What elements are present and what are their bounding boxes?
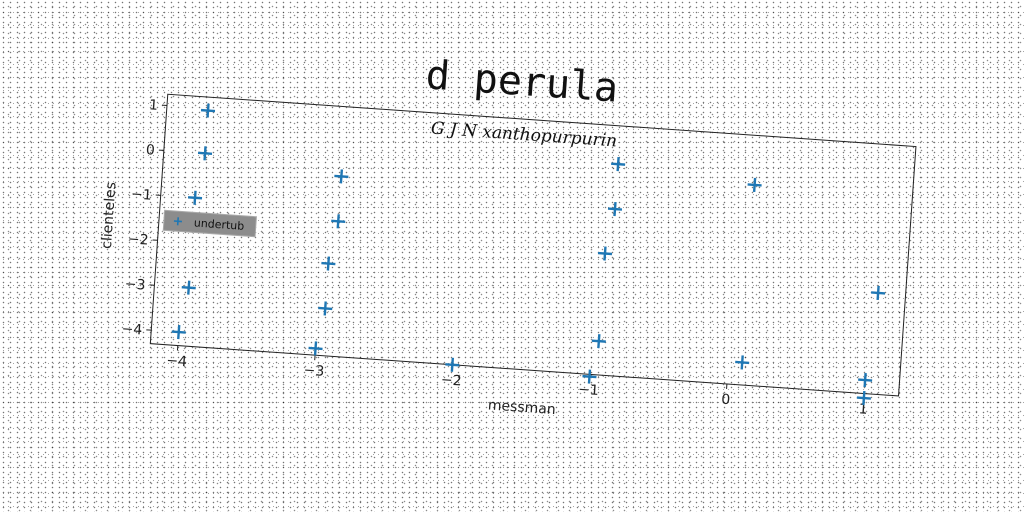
data-point-14: [591, 334, 606, 349]
data-point-12: [607, 201, 623, 217]
data-point-13: [597, 246, 613, 261]
x-tick-label-0: −4: [166, 353, 188, 370]
data-point-15: [582, 369, 597, 384]
x-axis-label: messman: [487, 397, 556, 418]
y-tick-label-0: 1: [148, 97, 158, 114]
data-point-20: [856, 390, 871, 406]
data-point-10: [445, 357, 460, 372]
legend: undertub: [162, 209, 257, 238]
data-point-8: [318, 301, 333, 316]
x-tick-label-2: −2: [440, 372, 462, 389]
data-point-0: [200, 103, 216, 118]
y-tick-label-4: −3: [124, 276, 146, 293]
x-tick-label-4: 0: [721, 392, 731, 409]
data-point-1: [197, 146, 213, 161]
data-point-7: [321, 256, 336, 271]
y-axis-label: clienteles: [99, 182, 120, 250]
y-axis-ticks: 1 0 −1 −2 −3 −4: [121, 97, 168, 339]
data-point-4: [171, 325, 186, 340]
data-point-9: [308, 341, 323, 356]
x-tick-label-1: −3: [303, 362, 325, 379]
data-point-2: [187, 190, 203, 205]
plot-area: [149, 93, 917, 397]
data-point-17: [735, 355, 750, 370]
data-point-11: [611, 157, 626, 172]
data-point-3: [181, 280, 196, 295]
x-tick-label-5: 1: [858, 401, 868, 418]
chart-title: d perula: [424, 52, 619, 111]
data-point-5: [334, 169, 349, 184]
data-point-16: [747, 177, 762, 193]
y-tick-label-3: −2: [127, 231, 149, 248]
legend-box: [162, 209, 257, 238]
data-point-6: [331, 214, 346, 229]
x-tick-label-3: −1: [578, 382, 600, 399]
data-point-19: [858, 373, 873, 388]
data-point-18: [871, 285, 886, 301]
legend-marker: [173, 217, 182, 226]
y-tick-label-2: −1: [131, 186, 153, 203]
y-tick-label-5: −4: [121, 321, 143, 338]
y-tick-label-1: 0: [145, 142, 155, 159]
data-points: [171, 103, 886, 406]
legend-label: undertub: [193, 216, 244, 232]
legend-plus-marker: [173, 217, 182, 226]
